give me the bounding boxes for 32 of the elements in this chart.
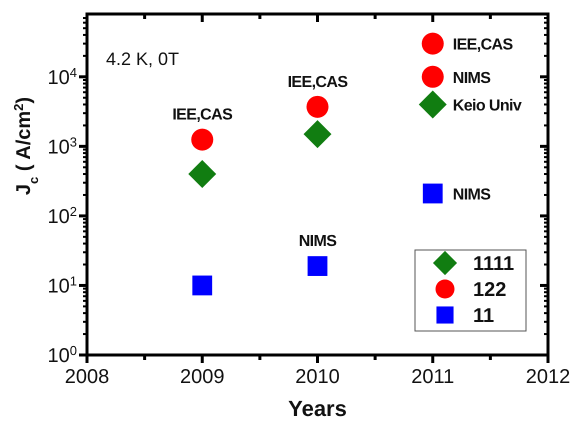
point	[422, 66, 444, 88]
annotation: IEE,CAS	[172, 106, 234, 124]
annotation: NIMS	[298, 233, 338, 250]
point	[306, 96, 328, 118]
x-tick-label: 2008	[64, 366, 110, 388]
x-tick-label: 2011	[411, 366, 454, 388]
y-tick-label: 10$^{1}$	[48, 272, 77, 298]
annotation: NIMS	[452, 186, 492, 204]
y-tick-label: 10$^{2}$	[48, 203, 77, 228]
point	[191, 128, 214, 151]
x-tick-label: 2012	[526, 366, 570, 388]
annotation: IEE,CAS	[452, 36, 514, 54]
legend-label: 11	[473, 305, 494, 327]
y-tick-label: 10$^{3}$	[48, 134, 77, 158]
y-tick-label: 10$^{4}$	[48, 64, 77, 89]
point	[422, 32, 444, 55]
annotation: Keio Univ	[452, 97, 522, 114]
annotation: 4.2 K, 0T	[106, 49, 180, 69]
point	[192, 276, 212, 296]
point	[422, 184, 443, 204]
x-axis-title: Years	[288, 396, 347, 421]
legend-label: 1111	[473, 253, 514, 275]
point	[188, 160, 216, 188]
y-tick-label: 10$^{0}$	[48, 342, 77, 367]
point	[304, 120, 332, 148]
annotation: IEE,CAS	[288, 74, 348, 91]
x-tick-label: 2010	[295, 366, 340, 388]
annotation: NIMS	[452, 70, 492, 87]
x-tick-label: 2009	[180, 366, 224, 388]
point	[418, 90, 447, 118]
point	[308, 256, 328, 276]
legend-label: 122	[473, 279, 506, 301]
